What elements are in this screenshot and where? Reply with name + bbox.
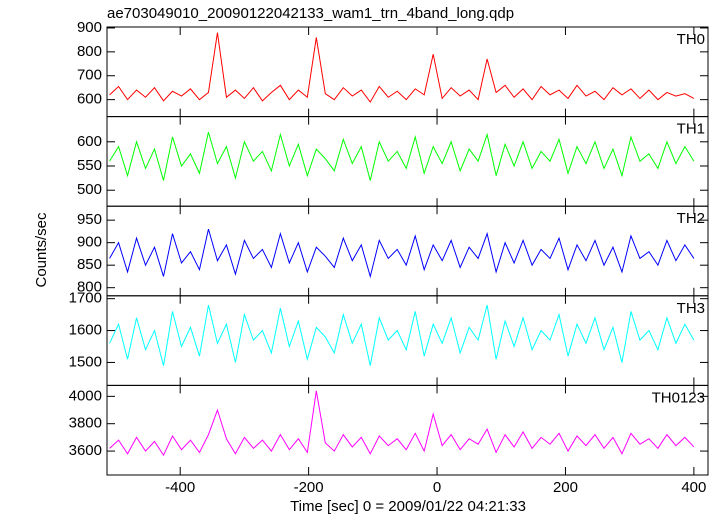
panel-frame xyxy=(106,384,709,476)
y-tick-label: 950 xyxy=(77,211,102,228)
y-axis-label: Counts/sec xyxy=(33,212,50,288)
x-tick-label: 400 xyxy=(681,479,706,496)
panel-label: TH0123 xyxy=(652,389,705,406)
y-tick-label: 800 xyxy=(77,279,102,296)
y-tick-label: 4000 xyxy=(69,387,102,404)
y-tick-label: 550 xyxy=(77,157,102,174)
y-tick-label: 3600 xyxy=(69,442,102,459)
y-tick-label: 800 xyxy=(77,43,102,60)
data-line xyxy=(109,304,695,366)
x-tick-label: -200 xyxy=(294,479,324,496)
y-tick-label: 3800 xyxy=(69,415,102,432)
y-tick-label: 900 xyxy=(77,234,102,251)
y-tick-label: 900 xyxy=(77,19,102,36)
x-axis-label: Time [sec] 0 = 2009/01/22 04:21:33 xyxy=(290,498,526,515)
y-tick-label: 500 xyxy=(77,181,102,198)
y-tick-label: 600 xyxy=(77,133,102,150)
data-line xyxy=(109,131,695,181)
panel-label: TH1 xyxy=(677,121,705,138)
y-tick-label: 600 xyxy=(77,91,102,108)
panel-label: TH0 xyxy=(677,31,705,48)
panel-frame xyxy=(106,26,709,118)
panel-frame xyxy=(106,295,709,386)
panel-label: TH2 xyxy=(677,210,705,227)
y-tick-label: 1600 xyxy=(69,322,102,339)
x-tick-label: 0 xyxy=(433,479,441,496)
y-tick-label: 700 xyxy=(77,67,102,84)
y-tick-label: 850 xyxy=(77,256,102,273)
data-line xyxy=(109,390,695,457)
panel-frame xyxy=(106,116,709,207)
y-tick-label: 1700 xyxy=(69,290,102,307)
x-tick-label: 200 xyxy=(553,479,578,496)
data-line xyxy=(109,229,695,279)
panel-frame xyxy=(106,205,709,297)
x-tick-label: -400 xyxy=(165,479,195,496)
y-tick-label: 1500 xyxy=(69,353,102,370)
panel-label: TH3 xyxy=(677,300,705,317)
data-line xyxy=(109,32,695,103)
chart-title: ae703049010_20090122042133_wam1_trn_4ban… xyxy=(107,5,514,22)
